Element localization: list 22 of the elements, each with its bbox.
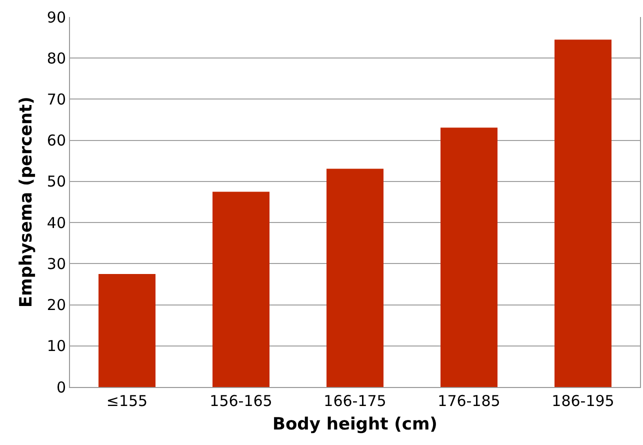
x-tick-label: 186-195 — [552, 392, 614, 410]
bar — [212, 192, 270, 387]
bar — [440, 128, 498, 387]
y-tick-label: 20 — [46, 296, 66, 314]
y-tick-label: 90 — [46, 8, 66, 26]
y-tick-label: 60 — [46, 132, 66, 150]
bar — [554, 40, 612, 387]
y-tick-label: 30 — [46, 254, 66, 273]
x-tick-label: 176-185 — [438, 392, 500, 410]
x-axis-title: Body height (cm) — [272, 414, 438, 434]
y-tick-label: 70 — [46, 90, 66, 108]
bar — [326, 168, 384, 387]
y-axis-title: Emphysema (percent) — [16, 96, 36, 308]
y-tick-label: 10 — [46, 337, 66, 356]
y-tick-label: 80 — [46, 49, 66, 68]
y-tick-label: 0 — [56, 378, 66, 396]
x-tick-label: 166-175 — [324, 392, 386, 410]
y-tick-label: 40 — [46, 214, 66, 232]
x-tick-label: 156-165 — [210, 392, 272, 410]
bar — [98, 274, 156, 387]
y-tick-label: 50 — [46, 172, 66, 191]
x-tick-label: ≤155 — [106, 392, 148, 410]
